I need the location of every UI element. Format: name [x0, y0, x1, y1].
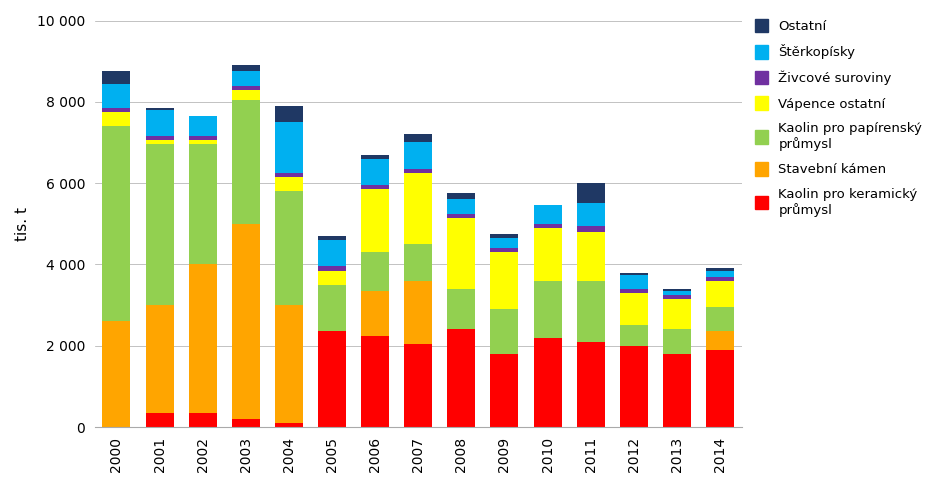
- Bar: [706, 277, 734, 281]
- Bar: [102, 71, 130, 83]
- Bar: [404, 143, 432, 169]
- Bar: [491, 238, 519, 248]
- Bar: [577, 342, 605, 427]
- Bar: [447, 214, 476, 218]
- Bar: [275, 106, 303, 122]
- Bar: [145, 413, 174, 427]
- Bar: [706, 268, 734, 270]
- Bar: [577, 281, 605, 342]
- Bar: [361, 155, 389, 159]
- Bar: [491, 248, 519, 252]
- Bar: [145, 140, 174, 145]
- Bar: [361, 185, 389, 189]
- Bar: [663, 299, 691, 330]
- Bar: [232, 86, 260, 90]
- Bar: [491, 252, 519, 309]
- Bar: [577, 183, 605, 204]
- Bar: [706, 307, 734, 332]
- Bar: [706, 350, 734, 427]
- Bar: [318, 266, 346, 270]
- Bar: [663, 330, 691, 354]
- Legend: Ostatní, Štěrkopísky, Živcové suroviny, Vápence ostatní, Kaolin pro papírenský
p: Ostatní, Štěrkopísky, Živcové suroviny, …: [754, 19, 922, 217]
- Bar: [491, 234, 519, 238]
- Bar: [404, 134, 432, 143]
- Bar: [189, 413, 217, 427]
- Bar: [706, 332, 734, 350]
- Bar: [577, 204, 605, 226]
- Bar: [189, 136, 217, 140]
- Bar: [232, 65, 260, 71]
- Bar: [361, 336, 389, 427]
- Bar: [232, 71, 260, 86]
- Bar: [534, 206, 562, 224]
- Bar: [491, 354, 519, 427]
- Bar: [318, 236, 346, 240]
- Bar: [275, 423, 303, 427]
- Bar: [189, 145, 217, 264]
- Bar: [534, 337, 562, 427]
- Bar: [232, 90, 260, 100]
- Bar: [706, 281, 734, 307]
- Bar: [145, 145, 174, 305]
- Bar: [706, 270, 734, 277]
- Bar: [663, 289, 691, 291]
- Bar: [318, 270, 346, 285]
- Bar: [189, 264, 217, 413]
- Bar: [404, 173, 432, 244]
- Bar: [620, 273, 648, 275]
- Bar: [447, 199, 476, 214]
- Bar: [102, 112, 130, 126]
- Bar: [102, 321, 130, 427]
- Bar: [145, 305, 174, 413]
- Bar: [404, 244, 432, 281]
- Bar: [232, 100, 260, 224]
- Bar: [663, 295, 691, 299]
- Bar: [534, 281, 562, 337]
- Bar: [232, 224, 260, 419]
- Bar: [102, 83, 130, 108]
- Bar: [404, 169, 432, 173]
- Bar: [145, 136, 174, 140]
- Bar: [361, 189, 389, 252]
- Bar: [318, 240, 346, 266]
- Bar: [620, 325, 648, 346]
- Bar: [620, 346, 648, 427]
- Bar: [189, 140, 217, 145]
- Bar: [447, 218, 476, 289]
- Bar: [534, 228, 562, 281]
- Bar: [232, 419, 260, 427]
- Bar: [145, 108, 174, 110]
- Bar: [102, 126, 130, 321]
- Bar: [275, 305, 303, 423]
- Bar: [275, 173, 303, 177]
- Bar: [189, 116, 217, 136]
- Bar: [361, 159, 389, 185]
- Bar: [620, 289, 648, 293]
- Bar: [318, 332, 346, 427]
- Bar: [447, 289, 476, 330]
- Bar: [577, 232, 605, 281]
- Bar: [404, 281, 432, 344]
- Bar: [275, 122, 303, 173]
- Bar: [361, 252, 389, 291]
- Bar: [145, 110, 174, 136]
- Bar: [275, 191, 303, 305]
- Bar: [447, 330, 476, 427]
- Bar: [491, 309, 519, 354]
- Bar: [534, 224, 562, 228]
- Bar: [404, 344, 432, 427]
- Bar: [620, 293, 648, 325]
- Bar: [577, 226, 605, 232]
- Bar: [663, 291, 691, 295]
- Bar: [663, 354, 691, 427]
- Bar: [620, 275, 648, 289]
- Bar: [447, 193, 476, 199]
- Bar: [361, 291, 389, 336]
- Y-axis label: tis. t: tis. t: [15, 207, 30, 241]
- Bar: [318, 285, 346, 332]
- Bar: [275, 177, 303, 191]
- Bar: [102, 108, 130, 112]
